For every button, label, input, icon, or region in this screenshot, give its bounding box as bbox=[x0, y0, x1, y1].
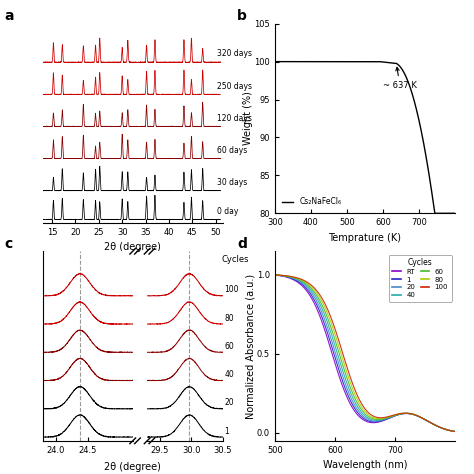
Text: 0 day: 0 day bbox=[217, 207, 238, 216]
Text: 30 days: 30 days bbox=[217, 178, 247, 187]
Text: 40: 40 bbox=[225, 370, 235, 379]
Legend: RT, 1, 20, 40, 60, 80, 100: RT, 1, 20, 40, 60, 80, 100 bbox=[389, 255, 452, 301]
Text: 80: 80 bbox=[225, 314, 234, 323]
Y-axis label: Normalized Absorbance (a.u.): Normalized Absorbance (a.u.) bbox=[246, 273, 255, 419]
Text: 60: 60 bbox=[225, 342, 235, 351]
Text: 100: 100 bbox=[225, 285, 239, 294]
X-axis label: Wavelength (nm): Wavelength (nm) bbox=[323, 460, 407, 470]
X-axis label: Temprature (K): Temprature (K) bbox=[328, 233, 401, 243]
Y-axis label: Weight (%): Weight (%) bbox=[243, 91, 253, 146]
X-axis label: 2θ (degree): 2θ (degree) bbox=[104, 242, 161, 252]
Text: 60 days: 60 days bbox=[217, 146, 247, 155]
Text: 320 days: 320 days bbox=[217, 49, 252, 58]
Legend: Cs₂NaFeCl₆: Cs₂NaFeCl₆ bbox=[279, 194, 345, 210]
Text: 2θ (degree): 2θ (degree) bbox=[104, 462, 161, 472]
Text: ~ 637 K: ~ 637 K bbox=[383, 67, 417, 90]
Text: b: b bbox=[237, 9, 247, 24]
Text: 20: 20 bbox=[225, 398, 234, 407]
Text: Cycles: Cycles bbox=[222, 255, 249, 264]
Text: d: d bbox=[237, 237, 247, 251]
Text: 120 days: 120 days bbox=[217, 114, 252, 123]
Text: 250 days: 250 days bbox=[217, 82, 252, 91]
Text: c: c bbox=[5, 237, 13, 251]
Text: a: a bbox=[5, 9, 14, 24]
Text: 1: 1 bbox=[225, 427, 229, 436]
